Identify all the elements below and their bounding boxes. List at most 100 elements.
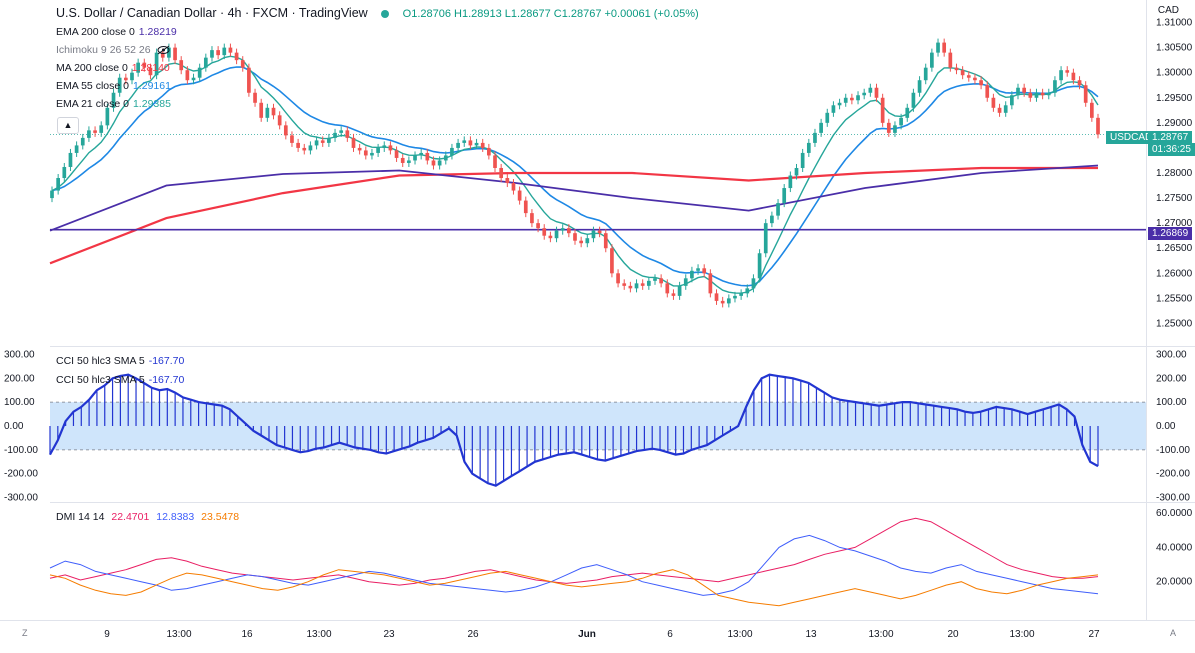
candle-body — [468, 140, 473, 146]
candle — [56, 174, 60, 195]
candle — [68, 148, 73, 171]
candle — [1065, 66, 1070, 77]
ohlc-values: O1.28706 H1.28913 L1.28677 C1.28767 +0.0… — [402, 8, 699, 20]
candle — [1022, 83, 1027, 97]
candle-body — [142, 62, 147, 68]
symbol-title[interactable]: U.S. Dollar / Canadian Dollar · 4h · FXC… — [56, 6, 368, 20]
candle-body — [302, 147, 307, 151]
candle-body — [203, 57, 208, 68]
candle — [413, 151, 417, 165]
candle — [407, 156, 411, 167]
candle — [148, 63, 153, 80]
legend-ma200[interactable]: MA 200 close 0 1.28140 — [56, 62, 170, 74]
candle-body — [117, 77, 122, 93]
candle-body — [591, 230, 596, 239]
auto-scale-button[interactable]: A — [1170, 628, 1177, 638]
cci-axis-label: -100.00 — [1156, 445, 1190, 456]
candle — [357, 143, 362, 155]
candle-body — [191, 77, 196, 81]
level-tag: 1.26869 — [1148, 227, 1193, 240]
currency-label[interactable]: CAD — [1157, 5, 1179, 16]
legend-ema55[interactable]: EMA 55 close 0 1.29161 — [56, 80, 171, 92]
candle-body — [646, 280, 651, 286]
candle — [505, 174, 510, 188]
candle — [868, 83, 873, 97]
legend-ichimoku[interactable]: Ichimoku 9 26 52 26 — [56, 44, 170, 56]
legend-cci-2[interactable]: CCI 50 hlc3 SMA 5 -167.70 — [56, 374, 185, 386]
candle-body — [283, 125, 288, 136]
timezone-button[interactable]: Z — [22, 628, 28, 638]
candle — [806, 138, 811, 157]
candle — [745, 284, 750, 298]
candle-body — [813, 132, 817, 143]
candle-body — [843, 97, 848, 103]
candle-body — [462, 140, 467, 143]
candle — [394, 146, 399, 162]
candle-body — [376, 147, 380, 153]
eye-slash-icon[interactable] — [157, 45, 170, 55]
legend-cci-1[interactable]: CCI 50 hlc3 SMA 5 -167.70 — [56, 355, 185, 367]
legend-ema21[interactable]: EMA 21 close 0 1.29385 — [56, 98, 171, 110]
legend-dmi[interactable]: DMI 14 14 22.4701 12.8383 23.5478 — [56, 511, 240, 523]
candle-body — [923, 67, 928, 81]
candle-body — [160, 52, 165, 58]
candle-body — [917, 80, 922, 93]
candle-body — [123, 77, 128, 81]
candle — [499, 163, 504, 183]
cci-axis-label-left: 300.00 — [4, 349, 35, 360]
price-tag: 1.28767 — [1148, 131, 1193, 144]
candle-body — [714, 293, 719, 301]
price-axis-label: 1.31000 — [1156, 18, 1193, 29]
time-axis-label: 13:00 — [306, 629, 331, 640]
candle-body — [966, 75, 971, 78]
candle-body — [536, 223, 540, 229]
candle-body — [339, 130, 344, 133]
candle-body — [886, 122, 891, 133]
candle — [856, 91, 860, 105]
candle — [1034, 88, 1039, 102]
candle-body — [899, 117, 903, 126]
candle — [622, 279, 627, 290]
candle-body — [345, 130, 350, 138]
candle — [136, 58, 140, 77]
candle — [985, 81, 990, 102]
candle-body — [1010, 95, 1014, 106]
candle — [1083, 81, 1088, 107]
candle — [893, 121, 897, 137]
time-axis-label: 9 — [104, 629, 110, 640]
candle-body — [1040, 92, 1045, 96]
time-axis-label: 20 — [947, 629, 959, 640]
candle — [659, 274, 663, 288]
cci-axis-label: -200.00 — [1156, 469, 1190, 480]
candle — [87, 126, 91, 142]
dmi-axis-label: 60.0000 — [1156, 508, 1193, 519]
candle-body — [228, 47, 233, 53]
legend-ema200[interactable]: EMA 200 close 0 1.28219 — [56, 26, 177, 38]
candle — [954, 63, 959, 75]
countdown-tag: 01:36:25 — [1148, 143, 1195, 156]
candle — [234, 48, 239, 65]
candle-body — [800, 152, 805, 168]
candle-body — [806, 142, 811, 153]
candle — [437, 156, 442, 170]
price-axis-label: 1.28000 — [1156, 168, 1193, 179]
candle-body — [314, 140, 319, 146]
candle-body — [1003, 105, 1008, 113]
candle-body — [1090, 102, 1094, 118]
candle-body — [431, 160, 436, 166]
candle — [850, 93, 854, 105]
candle-body — [665, 283, 670, 294]
candle — [1003, 101, 1008, 117]
chart-header: U.S. Dollar / Canadian Dollar · 4h · FXC… — [56, 6, 699, 20]
chevron-up-icon[interactable]: ▲ — [57, 117, 79, 134]
candle-body — [407, 160, 411, 163]
cci-axis-label-left: 0.00 — [4, 421, 24, 432]
candle-body — [690, 270, 694, 279]
candle — [671, 289, 676, 300]
candle-body — [388, 145, 393, 151]
symbol-tag: USDCAD — [1106, 131, 1157, 144]
candle — [726, 294, 731, 308]
candle-body — [782, 188, 787, 204]
time-axis-label: 26 — [467, 629, 479, 640]
